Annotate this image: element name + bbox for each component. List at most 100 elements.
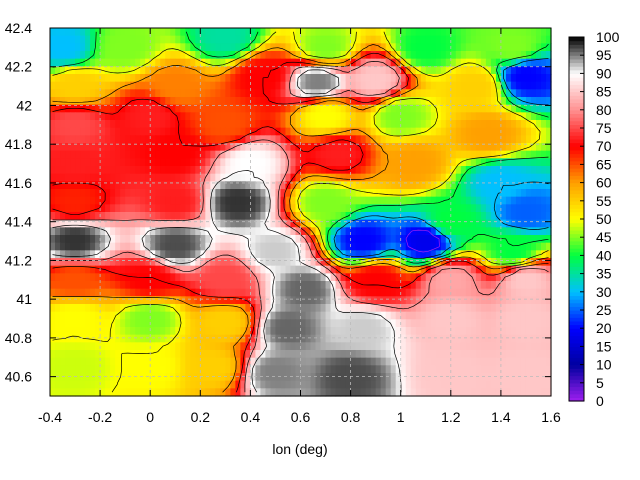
heatmap-cell bbox=[405, 388, 412, 397]
heatmap-cell bbox=[375, 35, 382, 44]
heatmap-cell bbox=[155, 166, 161, 175]
heatmap-cell bbox=[460, 258, 467, 267]
colorbar-swatch bbox=[569, 335, 584, 340]
heatmap-cell bbox=[530, 89, 537, 98]
heatmap-cell bbox=[485, 319, 492, 328]
heatmap-cell bbox=[260, 365, 267, 374]
heatmap-cell bbox=[430, 235, 437, 244]
colorbar-swatch bbox=[569, 142, 584, 147]
heatmap-cell bbox=[270, 373, 277, 382]
heatmap-cell bbox=[510, 35, 517, 44]
heatmap-cell bbox=[280, 127, 287, 136]
heatmap-cell bbox=[280, 304, 287, 313]
heatmap-cell bbox=[395, 219, 402, 228]
heatmap-cell bbox=[540, 97, 547, 106]
heatmap-cell bbox=[105, 304, 111, 313]
heatmap-cell bbox=[115, 212, 121, 221]
heatmap-cell bbox=[115, 319, 121, 328]
heatmap-cell bbox=[540, 112, 547, 121]
heatmap-cell bbox=[410, 334, 417, 343]
heatmap-cell bbox=[425, 35, 432, 44]
heatmap-cell bbox=[85, 350, 91, 359]
heatmap-cell bbox=[285, 342, 292, 351]
heatmap-cell bbox=[380, 373, 387, 382]
heatmap-cell bbox=[475, 242, 482, 251]
heatmap-cell bbox=[500, 273, 507, 282]
heatmap-cell bbox=[170, 342, 176, 351]
heatmap-cell bbox=[235, 304, 241, 313]
heatmap-cell bbox=[490, 212, 497, 221]
heatmap-cell bbox=[300, 81, 307, 90]
heatmap-cell bbox=[125, 196, 131, 205]
heatmap-cell bbox=[85, 227, 91, 236]
heatmap-cell bbox=[80, 143, 86, 152]
heatmap-cell bbox=[125, 173, 131, 182]
heatmap-cell bbox=[480, 311, 487, 320]
heatmap-cell bbox=[185, 74, 191, 83]
heatmap-cell bbox=[55, 66, 61, 75]
heatmap-cell bbox=[545, 189, 552, 198]
heatmap-cell bbox=[375, 112, 382, 121]
heatmap-cell bbox=[520, 204, 527, 213]
heatmap-cell bbox=[400, 296, 407, 305]
heatmap-cell bbox=[305, 357, 312, 366]
heatmap-cell bbox=[520, 127, 527, 136]
heatmap-cell bbox=[75, 227, 81, 236]
heatmap-cell bbox=[485, 204, 492, 213]
heatmap-cell bbox=[490, 51, 497, 60]
heatmap-cell bbox=[155, 127, 161, 136]
heatmap-cell bbox=[225, 235, 231, 244]
heatmap-cell bbox=[460, 212, 467, 221]
heatmap-cell bbox=[295, 28, 302, 37]
colorbar-swatch bbox=[569, 138, 584, 144]
heatmap-cell bbox=[155, 58, 161, 67]
heatmap-cell bbox=[325, 388, 332, 397]
heatmap-cell bbox=[300, 365, 307, 374]
heatmap-cell bbox=[60, 81, 66, 90]
heatmap-cell bbox=[350, 388, 357, 397]
heatmap-cell bbox=[250, 242, 257, 251]
heatmap-cell bbox=[345, 135, 352, 144]
heatmap-cell bbox=[260, 258, 267, 267]
heatmap-cell bbox=[335, 334, 342, 343]
heatmap-cell bbox=[230, 104, 236, 113]
heatmap-cell bbox=[270, 112, 277, 121]
heatmap-cell bbox=[90, 81, 96, 90]
heatmap-cell bbox=[65, 158, 71, 167]
heatmap-cell bbox=[450, 97, 457, 106]
heatmap-cell bbox=[435, 319, 442, 328]
heatmap-cell bbox=[510, 250, 517, 259]
heatmap-cell bbox=[265, 189, 272, 198]
heatmap-cell bbox=[295, 51, 302, 60]
heatmap-cell bbox=[455, 265, 462, 274]
heatmap-cell bbox=[115, 127, 121, 136]
heatmap-cell bbox=[215, 43, 221, 52]
heatmap-cell bbox=[95, 43, 101, 52]
heatmap-cell bbox=[75, 304, 81, 313]
heatmap-cell bbox=[270, 327, 277, 336]
heatmap-cell bbox=[165, 219, 171, 228]
heatmap-cell bbox=[470, 143, 477, 152]
heatmap-cell bbox=[535, 250, 542, 259]
heatmap-cell bbox=[120, 288, 126, 297]
heatmap-cell bbox=[75, 112, 81, 121]
heatmap-cell bbox=[195, 166, 201, 175]
heatmap-cell bbox=[285, 296, 292, 305]
heatmap-cell bbox=[275, 58, 282, 67]
heatmap-cell bbox=[210, 250, 216, 259]
heatmap-cell bbox=[150, 212, 156, 221]
heatmap-cell bbox=[135, 97, 141, 106]
heatmap-cell bbox=[265, 334, 272, 343]
heatmap-cell bbox=[140, 350, 146, 359]
heatmap-cell bbox=[180, 311, 186, 320]
heatmap-cell bbox=[80, 373, 86, 382]
heatmap-cell bbox=[295, 258, 302, 267]
heatmap-cell bbox=[320, 43, 327, 52]
heatmap-cell bbox=[260, 242, 267, 251]
heatmap-cell bbox=[215, 181, 221, 190]
heatmap-cell bbox=[335, 104, 342, 113]
heatmap-cell bbox=[430, 143, 437, 152]
heatmap-cell bbox=[500, 311, 507, 320]
heatmap-cell bbox=[460, 265, 467, 274]
heatmap-cell bbox=[245, 181, 251, 190]
